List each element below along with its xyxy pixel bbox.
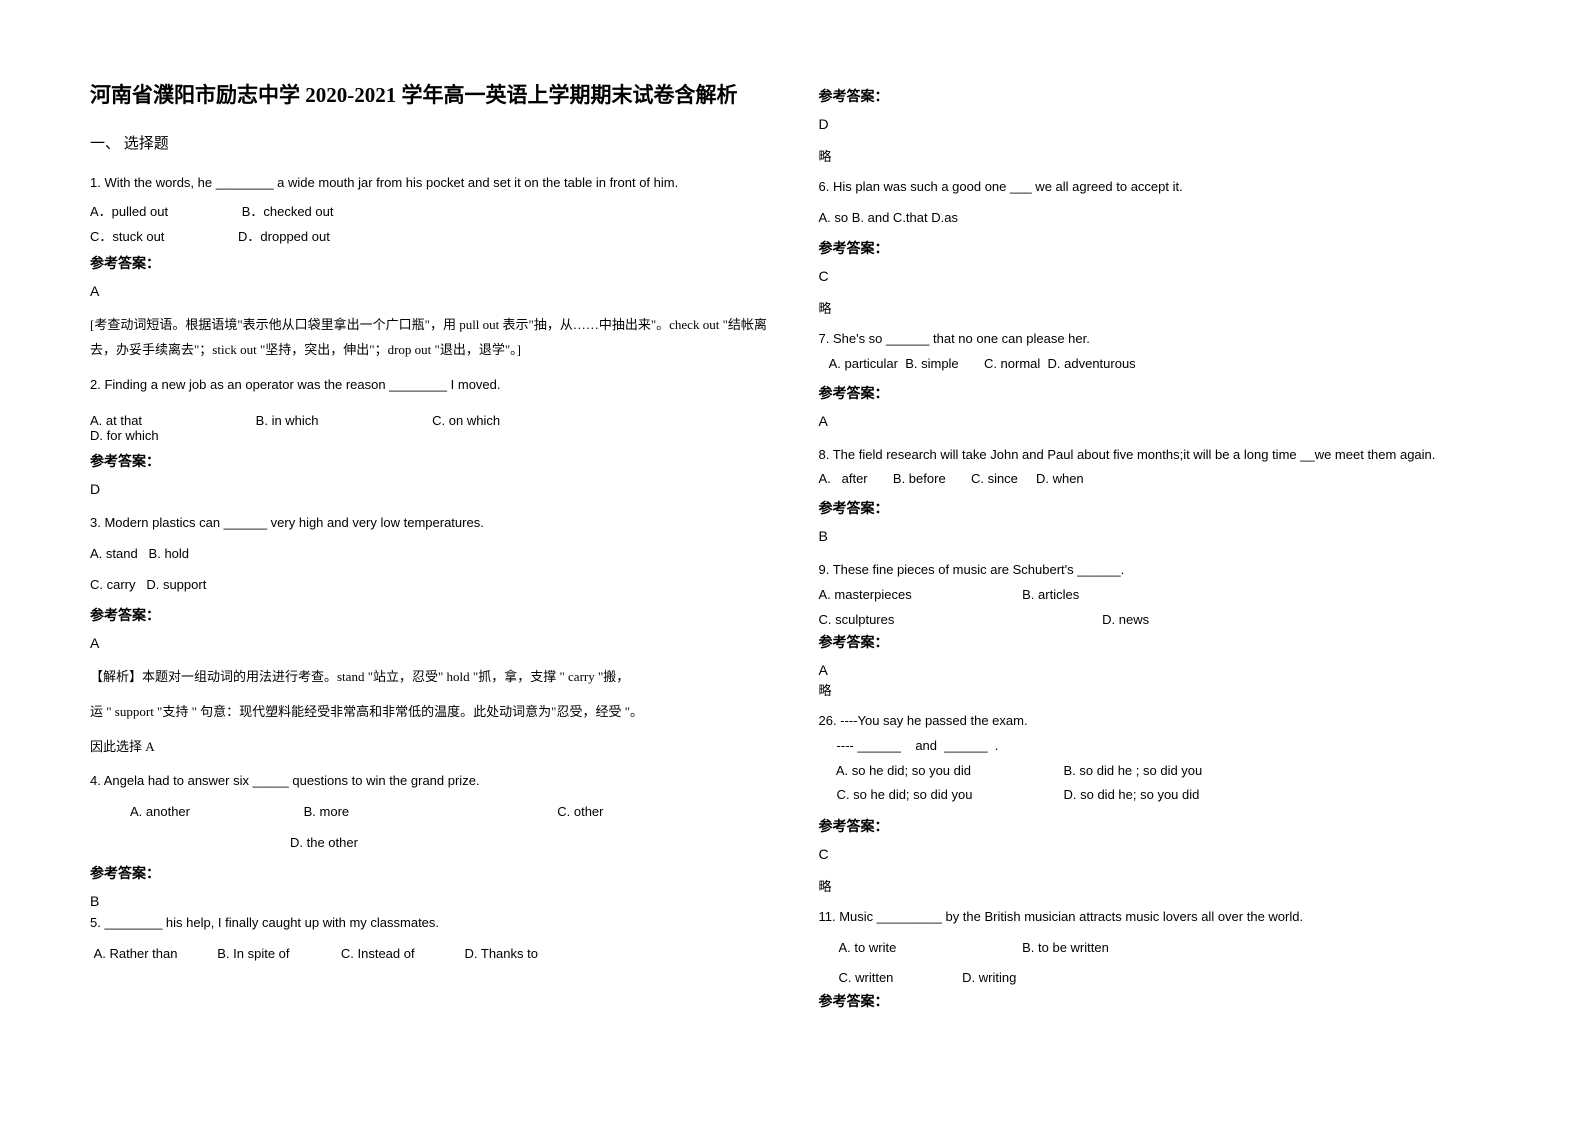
q10-optA: A. so he did; so you did (819, 759, 1064, 784)
q10-optB: B. so did he ; so did you (1064, 763, 1203, 778)
q3-optD: D. support (146, 577, 206, 592)
q4-optC: C. other (557, 804, 603, 819)
q2-optA: A. at that (90, 413, 142, 428)
q3-optC: C. carry (90, 577, 136, 592)
q10-optD: D. so did he; so you did (1064, 787, 1200, 802)
q3-options-row1: A. stand B. hold (90, 542, 769, 567)
q1-optD: D．dropped out (238, 226, 330, 245)
q1-optB: B．checked out (242, 201, 334, 220)
q9-text: 9. These fine pieces of music are Schube… (819, 558, 1498, 583)
q3-expl1: 【解析】本题对一组动词的用法进行考查。stand "站立，忍受" hold "抓… (90, 665, 769, 690)
q6-answer-label: 参考答案： (819, 238, 1498, 258)
q3-answer: A (90, 635, 769, 651)
q3-optA: A. stand (90, 546, 138, 561)
q1-text: 1. With the words, he ________ a wide mo… (90, 171, 769, 196)
q9-answer-label: 参考答案： (819, 632, 1498, 652)
q2-text: 2. Finding a new job as an operator was … (90, 373, 769, 398)
q4-text: 4. Angela had to answer six _____ questi… (90, 769, 769, 794)
q10-options-row1: A. so he did; so you didB. so did he ; s… (819, 759, 1498, 784)
q4-options-row1: A. another B. more C. other (90, 800, 769, 825)
q4-optA: A. another (130, 800, 300, 825)
q11-optA: A. to write (839, 936, 1019, 961)
q11-options-row1: A. to write B. to be written (819, 936, 1498, 961)
q6-answer: C (819, 268, 1498, 284)
q8-options: A. after B. before C. since D. when (819, 467, 1498, 492)
page-container: 河南省濮阳市励志中学 2020-2021 学年高一英语上学期期末试卷含解析 一、… (90, 80, 1497, 1021)
q8-text: 8. The field research will take John and… (819, 443, 1498, 468)
q7-answer: A (819, 413, 1498, 429)
q5-text: 5. ________ his help, I finally caught u… (90, 911, 769, 936)
q10-answer: C (819, 846, 1498, 862)
q2-answer: D (90, 481, 769, 497)
q9-brief: 略 (819, 680, 1498, 699)
q1-optA: A．pulled out (90, 201, 168, 220)
q9-optC: C. sculptures (819, 608, 1099, 633)
q11-optC: C. written (839, 966, 959, 991)
q11-optB: B. to be written (1022, 940, 1109, 955)
q1-optC: C．stuck out (90, 226, 164, 245)
q4-options-row2: D. the other (90, 831, 769, 856)
q8-answer: B (819, 528, 1498, 544)
q6-options: A. so B. and C.that D.as (819, 206, 1498, 231)
q7-answer-label: 参考答案： (819, 383, 1498, 403)
q9-optB: B. articles (1022, 583, 1222, 608)
q7-text: 7. She's so ______ that no one can pleas… (819, 327, 1498, 352)
q10-optC: C. so he did; so did you (819, 783, 1064, 808)
q3-text: 3. Modern plastics can ______ very high … (90, 511, 769, 536)
q3-options-row2: C. carry D. support (90, 573, 769, 598)
q5-answer: D (819, 116, 1498, 132)
q5-brief: 略 (819, 146, 1498, 165)
q9-options-row1: A. masterpieces B. articles (819, 583, 1498, 608)
left-column: 河南省濮阳市励志中学 2020-2021 学年高一英语上学期期末试卷含解析 一、… (90, 80, 769, 1021)
q2-answer-label: 参考答案： (90, 451, 769, 471)
q5-optD: D. Thanks to (465, 942, 585, 967)
q10-answer-label: 参考答案： (819, 816, 1498, 836)
document-title: 河南省濮阳市励志中学 2020-2021 学年高一英语上学期期末试卷含解析 (90, 80, 769, 112)
q6-brief: 略 (819, 298, 1498, 317)
q2-options: A. at that B. in which C. on which D. fo… (90, 413, 769, 443)
q5-optB: B. In spite of (217, 942, 337, 967)
q1-options-row1: A．pulled out B．checked out (90, 201, 769, 220)
q1-answer-label: 参考答案： (90, 253, 769, 273)
q2-optC: C. on which (432, 413, 500, 428)
q6-text: 6. His plan was such a good one ___ we a… (819, 175, 1498, 200)
q4-optD: D. the other (290, 835, 358, 850)
q3-answer-label: 参考答案： (90, 605, 769, 625)
q10-brief: 略 (819, 876, 1498, 895)
q8-answer-label: 参考答案： (819, 498, 1498, 518)
q1-answer: A (90, 283, 769, 299)
q9-optD: D. news (1102, 608, 1302, 633)
q4-answer: B (90, 893, 769, 909)
q1-options-row2: C．stuck out D．dropped out (90, 226, 769, 245)
section-heading: 一、 选择题 (90, 132, 769, 153)
q11-answer-label: 参考答案： (819, 991, 1498, 1011)
q11-options-row2: C. written D. writing (819, 966, 1498, 991)
q10-options-row2: C. so he did; so did youD. so did he; so… (819, 783, 1498, 808)
q7-options: A. particular B. simple C. normal D. adv… (819, 352, 1498, 377)
q10-text: 26. ----You say he passed the exam. (819, 709, 1498, 734)
q9-options-row2: C. sculptures D. news (819, 608, 1498, 633)
right-column: 参考答案： D 略 6. His plan was such a good on… (819, 80, 1498, 1021)
q3-expl2: 运 " support "支持 " 句意：现代塑料能经受非常高和非常低的温度。此… (90, 700, 769, 725)
q9-optA: A. masterpieces (819, 583, 1019, 608)
q3-optB: B. hold (149, 546, 189, 561)
q4-answer-label: 参考答案： (90, 863, 769, 883)
q2-optD: D. for which (90, 428, 159, 443)
q5-options: A. Rather than B. In spite of C. Instead… (90, 942, 769, 967)
q4-optB: B. more (304, 800, 554, 825)
q10-text2: ---- ______ and ______ . (819, 734, 1498, 759)
q5-optC: C. Instead of (341, 942, 461, 967)
q5-answer-label: 参考答案： (819, 86, 1498, 106)
q11-text: 11. Music _________ by the British music… (819, 905, 1498, 930)
q9-answer: A (819, 662, 1498, 678)
q5-optA: A. Rather than (94, 942, 214, 967)
q11-optD: D. writing (962, 970, 1016, 985)
q2-optB: B. in which (256, 413, 319, 428)
q1-explanation: [考查动词短语。根据语境"表示他从口袋里拿出一个广口瓶"，用 pull out … (90, 313, 769, 362)
q3-expl3: 因此选择 A (90, 735, 769, 760)
